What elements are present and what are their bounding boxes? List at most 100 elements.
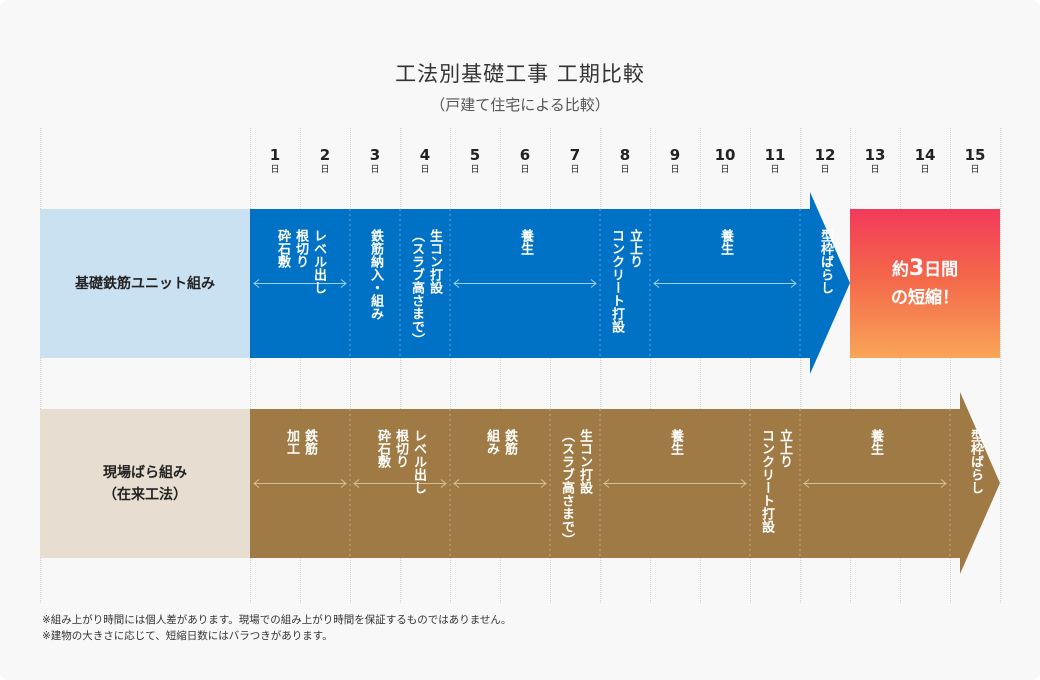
day-unit: 日 bbox=[620, 165, 630, 175]
site-task-text: 鉄筋 bbox=[302, 429, 317, 455]
site-row-label-line1: 現場ばら組み bbox=[103, 464, 187, 481]
unit-task-text: 根切り bbox=[293, 229, 308, 268]
unit-task-text: レベル出し bbox=[311, 229, 326, 294]
unit-task-riser-concrete: 立上り コンクリート打設 bbox=[600, 229, 650, 333]
site-task-level-excavation: レベル出し 根切り 砕石敷 bbox=[350, 429, 450, 494]
grid-line bbox=[500, 128, 501, 603]
diagram-subtitle: （戸建て住宅による比較） bbox=[430, 96, 610, 114]
unit-row-label: 基礎鉄筋ユニット組み bbox=[40, 209, 250, 358]
day-number: 6 bbox=[519, 146, 531, 164]
unit-task-text: 鉄筋納入・組み bbox=[368, 229, 383, 320]
site-task-riser-concrete: 立上り コンクリート打設 bbox=[750, 429, 800, 533]
site-task-text: 立上り bbox=[777, 429, 792, 468]
day-number: 15 bbox=[964, 146, 986, 164]
day-number: 1 bbox=[269, 146, 281, 164]
unit-task-formwork-removal: 型枠ばらし bbox=[800, 229, 850, 294]
reduction-prefix: 約 bbox=[891, 260, 909, 280]
grid-line bbox=[800, 128, 801, 603]
site-duration-arrow bbox=[353, 479, 447, 488]
site-task-text: 養生 bbox=[668, 429, 683, 455]
day-13: 13 日 bbox=[850, 146, 900, 176]
grid-line bbox=[350, 128, 351, 603]
day-unit: 日 bbox=[670, 165, 680, 175]
grid-line bbox=[300, 128, 301, 603]
site-task-text: 砕石敷 bbox=[375, 429, 390, 468]
day-number: 8 bbox=[619, 146, 631, 164]
grid-line bbox=[600, 128, 601, 603]
day-unit: 日 bbox=[920, 165, 930, 175]
site-task-curing-2: 養生 bbox=[800, 429, 950, 455]
grid-line bbox=[450, 128, 451, 603]
day-number: 13 bbox=[864, 146, 886, 164]
unit-task-rebar-install: 鉄筋納入・組み bbox=[350, 229, 400, 320]
site-task-rebar-assembly: 鉄筋 組み bbox=[450, 429, 550, 455]
site-duration-arrow bbox=[803, 479, 947, 488]
day-10: 10 日 bbox=[700, 146, 750, 176]
site-row-label: 現場ばら組み （在来工法） bbox=[40, 409, 250, 558]
day-number: 2 bbox=[319, 146, 331, 164]
day-unit: 日 bbox=[420, 165, 430, 175]
site-task-curing-1: 養生 bbox=[600, 429, 750, 455]
day-unit: 日 bbox=[720, 165, 730, 175]
day-unit: 日 bbox=[270, 165, 280, 175]
day-number: 3 bbox=[369, 146, 381, 164]
site-duration-arrow bbox=[253, 479, 347, 488]
day-14: 14 日 bbox=[900, 146, 950, 176]
site-task-text: （スラブ高さまで） bbox=[559, 429, 574, 546]
grid-line bbox=[900, 128, 901, 603]
site-task-text: 型枠ばらし bbox=[968, 429, 983, 494]
unit-duration-arrow bbox=[653, 279, 797, 288]
day-12: 12 日 bbox=[800, 146, 850, 176]
day-number: 9 bbox=[669, 146, 681, 164]
day-unit: 日 bbox=[770, 165, 780, 175]
day-unit: 日 bbox=[520, 165, 530, 175]
unit-row-label-text: 基礎鉄筋ユニット組み bbox=[75, 275, 215, 292]
day-11: 11 日 bbox=[750, 146, 800, 176]
site-task-text: 生コン打設 bbox=[577, 429, 592, 494]
grid-line bbox=[650, 128, 651, 603]
day-unit: 日 bbox=[570, 165, 580, 175]
site-row-label-line2: （在来工法） bbox=[103, 486, 187, 503]
grid-line bbox=[1000, 128, 1001, 603]
site-duration-arrow bbox=[603, 479, 747, 488]
unit-task-text: 生コン打設 bbox=[427, 229, 442, 294]
note-1: ※組み上がり時間には個人差があります。現場での組み上がり時間を保証するものではあ… bbox=[42, 614, 512, 626]
day-unit: 日 bbox=[870, 165, 880, 175]
day-number: 5 bbox=[469, 146, 481, 164]
site-task-concrete-slab: 生コン打設 （スラブ高さまで） bbox=[550, 429, 600, 546]
site-task-text: 組み bbox=[484, 429, 499, 455]
unit-duration-arrow bbox=[253, 279, 347, 288]
grid-line bbox=[550, 128, 551, 603]
unit-task-text: 立上り bbox=[627, 229, 642, 268]
day-unit: 日 bbox=[470, 165, 480, 175]
grid-line bbox=[850, 128, 851, 603]
site-duration-arrow bbox=[453, 479, 547, 488]
site-task-formwork-removal: 型枠ばらし bbox=[950, 429, 1000, 494]
unit-task-text: （スラブ高さまで） bbox=[409, 229, 424, 346]
reduction-line2: の短縮！ bbox=[891, 288, 959, 308]
site-task-text: 鉄筋 bbox=[502, 429, 517, 455]
unit-task-text: 養生 bbox=[718, 229, 733, 255]
site-task-text: 加工 bbox=[284, 429, 299, 455]
site-task-text: 養生 bbox=[868, 429, 883, 455]
grid-line bbox=[250, 128, 251, 603]
day-15: 15 日 bbox=[950, 146, 1000, 176]
grid-line bbox=[40, 128, 41, 603]
day-unit: 日 bbox=[370, 165, 380, 175]
day-unit: 日 bbox=[820, 165, 830, 175]
reduction-badge: 約3日間 の短縮！ bbox=[850, 209, 1000, 358]
grid-line bbox=[400, 128, 401, 603]
day-number: 7 bbox=[569, 146, 581, 164]
day-number: 12 bbox=[814, 146, 836, 164]
unit-task-text: 養生 bbox=[518, 229, 533, 255]
unit-task-curing-2: 養生 bbox=[650, 229, 800, 255]
unit-task-text: コンクリート打設 bbox=[609, 229, 624, 333]
day-unit: 日 bbox=[970, 165, 980, 175]
site-task-rebar-processing: 鉄筋 加工 bbox=[250, 429, 350, 455]
